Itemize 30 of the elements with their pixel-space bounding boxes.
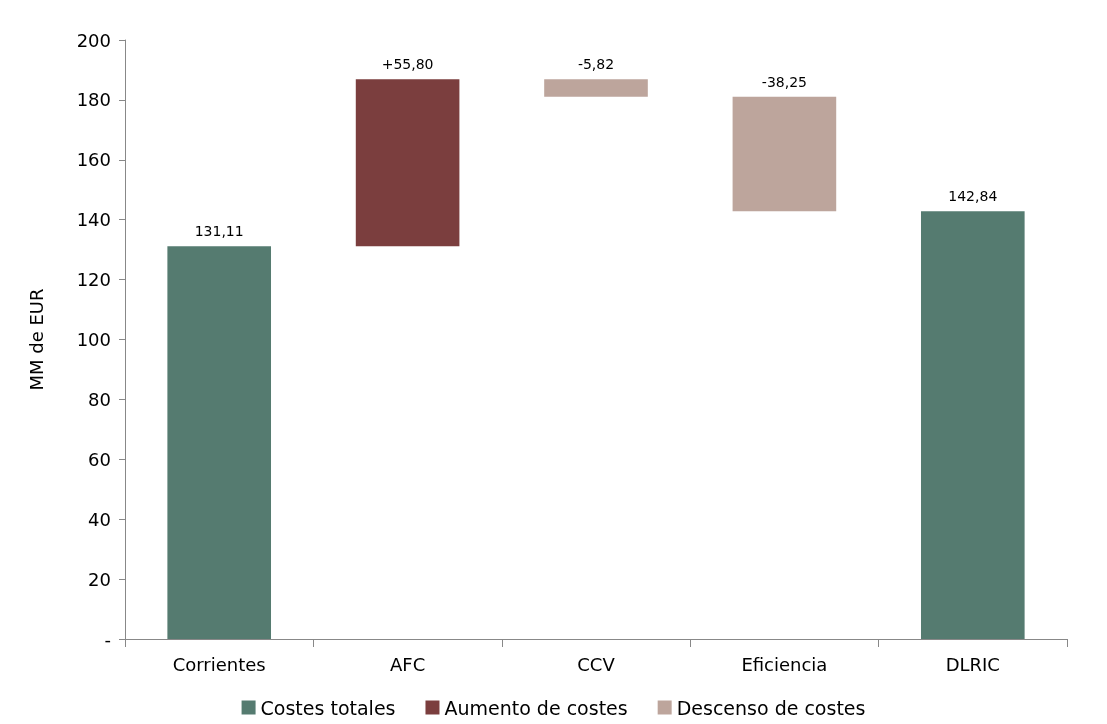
y-tick-label: 200 xyxy=(76,29,111,51)
data-label: -5,82 xyxy=(577,56,615,73)
data-label: -38,25 xyxy=(761,73,807,90)
x-tick-label: DLRIC xyxy=(945,653,1000,675)
y-tick-label: 60 xyxy=(88,448,111,470)
data-label: 131,11 xyxy=(194,223,244,240)
bar xyxy=(732,96,837,212)
y-tick-label: 140 xyxy=(76,209,111,231)
x-tick-label: AFC xyxy=(389,653,426,675)
legend-label: Descenso de costes xyxy=(676,696,866,719)
data-label: +55,80 xyxy=(381,56,434,73)
bar xyxy=(355,79,460,247)
y-tick-label: - xyxy=(104,628,111,650)
bar xyxy=(544,79,648,97)
y-axis-title: MM de EUR xyxy=(25,288,47,391)
legend-label: Aumento de costes xyxy=(444,696,628,719)
y-tick-label: 120 xyxy=(76,269,111,291)
y-tick-label: 20 xyxy=(88,568,111,590)
x-tick-label: Corrientes xyxy=(172,653,266,675)
y-tick-label: 80 xyxy=(88,388,111,410)
x-tick-label: Eficiencia xyxy=(741,653,828,675)
y-tick-label: 180 xyxy=(76,89,111,111)
y-tick-label: 160 xyxy=(76,149,111,171)
data-label: 142,84 xyxy=(948,188,998,205)
y-tick-label: 100 xyxy=(76,329,111,350)
legend-label: Costes totales xyxy=(260,696,396,719)
bar xyxy=(167,246,272,639)
bar xyxy=(920,211,1025,639)
x-tick-label: CCV xyxy=(577,653,616,675)
y-tick-label: 40 xyxy=(88,508,111,530)
